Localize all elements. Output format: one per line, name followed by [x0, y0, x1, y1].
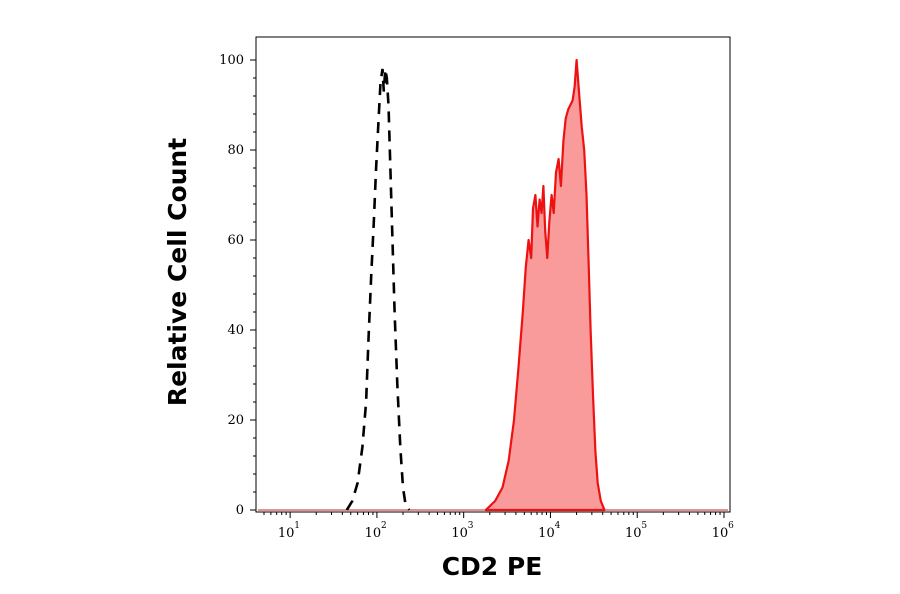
- x-tick-label: 10: [538, 526, 555, 541]
- x-tick-label: 10: [278, 526, 295, 541]
- x-tick-label: 10: [712, 526, 729, 541]
- x-tick-exponent: 4: [555, 521, 561, 531]
- y-axis: 0 20 40 60 80 100: [219, 53, 256, 518]
- plot-frame: [255, 36, 731, 513]
- x-tick-label: 10: [625, 526, 642, 541]
- y-tick-label: 0: [236, 503, 244, 518]
- y-tick-label: 80: [227, 143, 244, 158]
- y-tick-label: 40: [227, 323, 244, 338]
- x-axis-label: CD2 PE: [442, 552, 543, 581]
- y-tick-label: 20: [227, 413, 244, 428]
- x-tick-label: 10: [365, 526, 382, 541]
- y-tick-label: 60: [227, 233, 244, 248]
- x-tick-exponent: 6: [728, 521, 734, 531]
- x-tick-exponent: 5: [641, 521, 647, 531]
- series-control-dashed: [345, 68, 411, 511]
- y-axis-label: Relative Cell Count: [163, 138, 192, 406]
- plot-area: [255, 36, 731, 513]
- x-tick-exponent: 3: [468, 521, 474, 531]
- x-tick-exponent: 2: [381, 521, 387, 531]
- y-tick-label: 100: [219, 53, 244, 68]
- x-tick-label: 10: [451, 526, 468, 541]
- series-cd2-pe-filled: [484, 58, 606, 512]
- x-tick-exponent: 1: [294, 521, 300, 531]
- x-axis: 10 1 10 2 10 3 10 4 10 5 10 6: [263, 512, 734, 541]
